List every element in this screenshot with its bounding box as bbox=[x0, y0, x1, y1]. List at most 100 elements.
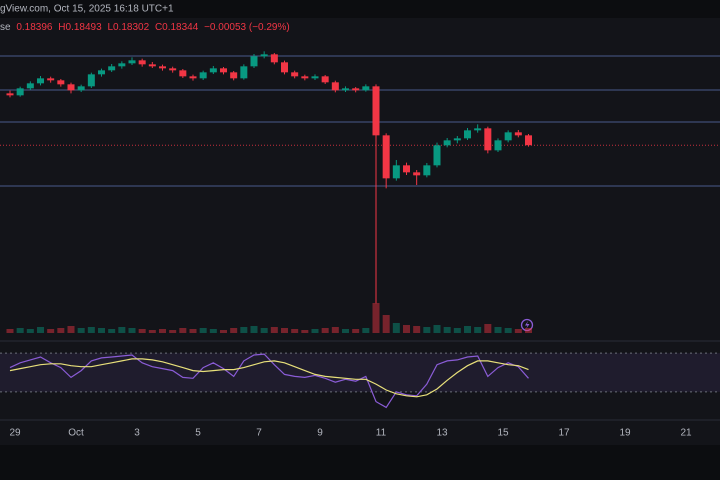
candle-body bbox=[6, 93, 14, 96]
candle-body bbox=[179, 70, 187, 77]
candle-body bbox=[514, 132, 522, 136]
volume-bar bbox=[108, 329, 116, 333]
candle-body bbox=[47, 78, 55, 81]
volume-bar bbox=[453, 328, 461, 333]
candle-body bbox=[87, 74, 95, 87]
candle-body bbox=[108, 66, 116, 71]
volume-bar bbox=[331, 327, 339, 333]
candle-body bbox=[199, 72, 207, 79]
candle-body bbox=[209, 68, 217, 73]
volume-bar bbox=[138, 329, 146, 333]
volume-bar bbox=[514, 329, 522, 333]
volume-bar bbox=[37, 327, 44, 333]
volume-bar bbox=[16, 328, 24, 333]
volume-bar bbox=[342, 329, 349, 333]
volume-bar bbox=[464, 326, 471, 333]
rsi-line bbox=[9, 353, 529, 409]
candle-body bbox=[423, 165, 431, 176]
volume-bar bbox=[352, 329, 360, 333]
x-tick-label: 9 bbox=[317, 428, 323, 439]
candle-body bbox=[382, 135, 390, 179]
candle-body bbox=[342, 88, 349, 91]
candle-body bbox=[321, 76, 329, 83]
legend-close: C0.18344 bbox=[155, 22, 199, 33]
x-tick-label: 3 bbox=[134, 428, 140, 439]
volume-bar bbox=[403, 325, 410, 333]
candle-body bbox=[443, 140, 451, 146]
candle-body bbox=[270, 54, 278, 63]
volume-bar bbox=[159, 329, 166, 333]
volume-bar bbox=[474, 327, 482, 333]
x-tick-label: 29 bbox=[9, 428, 21, 439]
candle-body bbox=[311, 76, 319, 79]
candle-body bbox=[77, 86, 85, 91]
candle-body bbox=[484, 128, 492, 151]
volume-bar bbox=[179, 328, 187, 333]
volume-bar bbox=[118, 327, 126, 333]
volume-bar bbox=[128, 328, 136, 333]
volume-bar bbox=[209, 329, 217, 333]
volume-bar bbox=[372, 303, 380, 333]
x-tick-label: Oct bbox=[68, 428, 84, 439]
candle-body bbox=[504, 132, 512, 141]
volume-bar bbox=[382, 315, 390, 333]
volume-bar bbox=[87, 327, 95, 333]
legend-open: 0.18396 bbox=[16, 22, 53, 33]
candle-body bbox=[26, 83, 34, 89]
x-tick-label: 5 bbox=[195, 428, 201, 439]
volume-bar bbox=[423, 327, 431, 333]
chart-background bbox=[0, 0, 720, 445]
volume-bar bbox=[433, 325, 441, 333]
volume-bar bbox=[57, 328, 65, 333]
candle-body bbox=[291, 72, 299, 77]
volume-bar bbox=[148, 330, 156, 333]
volume-bar bbox=[321, 328, 329, 333]
candle-body bbox=[159, 66, 166, 69]
candle-body bbox=[525, 135, 532, 146]
volume-bar bbox=[98, 328, 105, 333]
legend-prefix: se bbox=[0, 22, 11, 33]
ohlc-legend: se 0.18396 H0.18493 L0.18302 C0.18344 −0… bbox=[0, 22, 290, 33]
candle-body bbox=[260, 54, 268, 57]
candle-body bbox=[169, 68, 177, 71]
candle-body bbox=[148, 64, 156, 67]
x-tick-label: 13 bbox=[436, 428, 448, 439]
x-tick-label: 15 bbox=[497, 428, 509, 439]
volume-bar bbox=[26, 329, 34, 333]
candle-body bbox=[494, 140, 502, 151]
volume-bar bbox=[220, 330, 227, 333]
x-tick-label: 19 bbox=[619, 428, 631, 439]
legend-change: −0.00053 (−0.29%) bbox=[204, 22, 290, 33]
candle-body bbox=[189, 76, 197, 79]
x-tick-label: 11 bbox=[376, 428, 387, 439]
volume-bar bbox=[484, 324, 492, 333]
volume-bar bbox=[504, 328, 512, 333]
candle-body bbox=[98, 70, 105, 75]
volume-bar bbox=[413, 326, 421, 333]
volume-bar bbox=[301, 330, 309, 333]
candle-body bbox=[67, 84, 75, 91]
volume-bar bbox=[250, 326, 258, 333]
volume-bar bbox=[291, 329, 299, 333]
volume-bar bbox=[169, 330, 177, 333]
candle-body bbox=[352, 88, 360, 91]
x-tick-label: 17 bbox=[558, 428, 570, 439]
alert-icon[interactable] bbox=[520, 318, 534, 332]
volume-bar bbox=[6, 329, 14, 333]
volume-bar bbox=[311, 329, 319, 333]
candle-body bbox=[128, 60, 136, 64]
volume-bar bbox=[199, 328, 207, 333]
volume-bar bbox=[392, 323, 400, 333]
candle-body bbox=[230, 72, 238, 79]
volume-bar bbox=[281, 328, 288, 333]
candle-body bbox=[301, 76, 309, 79]
candle-body bbox=[331, 82, 339, 91]
candle-body bbox=[464, 130, 471, 139]
window-bar bbox=[0, 0, 720, 18]
volume-bar bbox=[189, 329, 197, 333]
candle-body bbox=[413, 172, 421, 176]
candle-body bbox=[138, 60, 146, 65]
candle-body bbox=[220, 68, 227, 73]
candle-body bbox=[372, 86, 380, 136]
candle-body bbox=[362, 86, 370, 91]
